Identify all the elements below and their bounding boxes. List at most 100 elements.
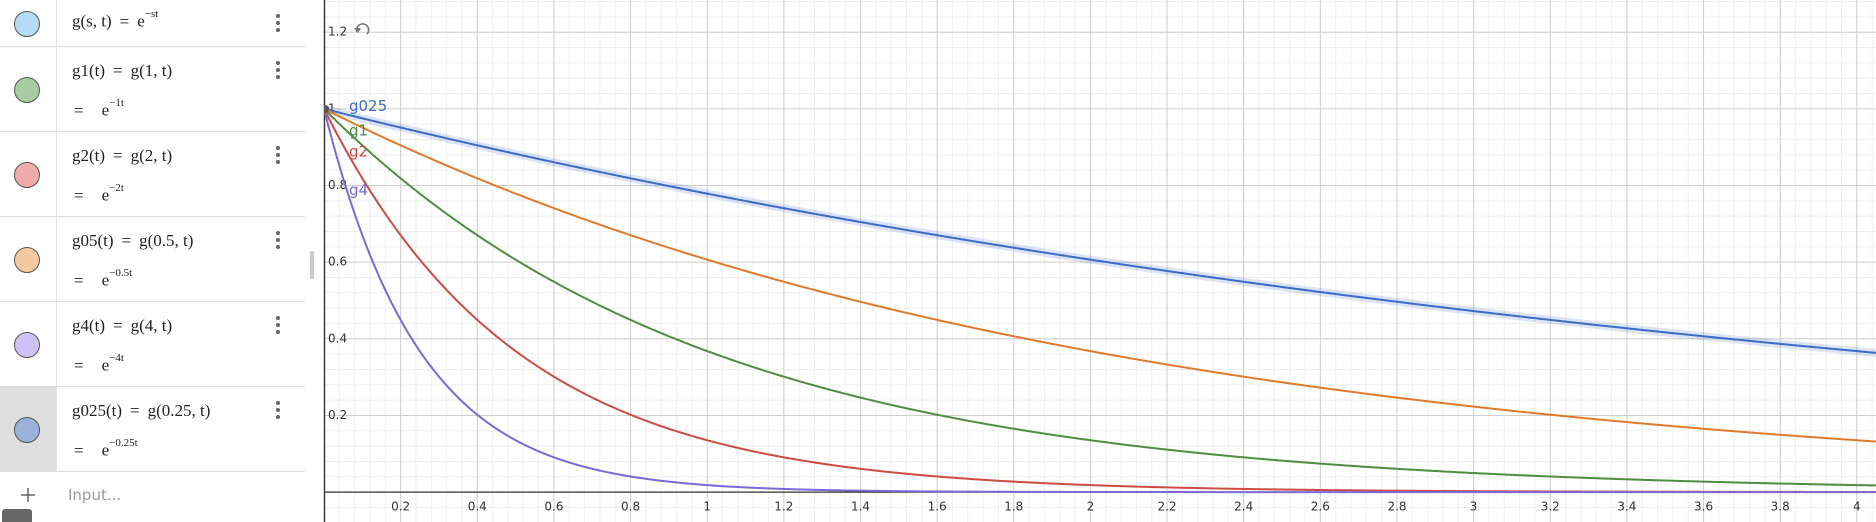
add-icon[interactable] [20, 487, 36, 507]
menu-dot [276, 415, 280, 419]
x-tick-label: 2.2 [1158, 500, 1177, 514]
result: = e−4t [72, 352, 124, 376]
toggle-column [0, 387, 57, 471]
scrollbar [310, 251, 314, 279]
exponent: −st [144, 8, 159, 20]
curve-label: g025 [349, 97, 387, 115]
menu-dot [276, 146, 280, 150]
y-tick-label: 0.4 [328, 331, 347, 345]
function-curve [324, 107, 1876, 443]
result: = e−2t [72, 182, 124, 206]
menu-dot [276, 401, 280, 405]
formula: g4(t) = g(4, t) [72, 316, 172, 336]
x-tick-label: 1.6 [928, 500, 947, 514]
formula: g025(t) = g(0.25, t) [72, 401, 210, 421]
toggle-column [0, 0, 57, 46]
function-name: g05(t) [72, 231, 114, 250]
definition: g(0.25, t) [147, 401, 211, 420]
x-tick-label: 2.4 [1234, 500, 1253, 514]
y-tick-label: 0.2 [328, 408, 347, 422]
exponent: −0.25t [109, 437, 138, 449]
x-tick-label: 1.4 [851, 500, 870, 514]
equals: = [119, 11, 130, 31]
function-curve [324, 108, 1876, 487]
exponent: −0.5t [109, 267, 133, 279]
definition: g(0.5, t) [139, 231, 194, 250]
more-menu[interactable] [276, 316, 280, 337]
x-tick-label: 3.6 [1694, 500, 1713, 514]
more-menu[interactable] [276, 231, 280, 252]
menu-dot [276, 238, 280, 242]
x-tick-label: 0.8 [621, 500, 640, 514]
menu-dot [276, 14, 280, 18]
algebra-row[interactable]: g4(t) = g(4, t) = e−4t [0, 302, 305, 387]
equals: = [74, 270, 84, 290]
result: = e−0.5t [72, 267, 133, 291]
selection-halo [324, 104, 1876, 357]
menu-dot [276, 245, 280, 249]
x-tick-label: 2.6 [1311, 500, 1330, 514]
x-tick-label: 0.4 [468, 500, 487, 514]
x-tick-label: 3.8 [1771, 500, 1790, 514]
input-bar[interactable]: Input... [0, 472, 305, 522]
x-tick-label: 1.2 [774, 500, 793, 514]
power-base: e [101, 100, 110, 120]
more-menu[interactable] [276, 61, 280, 82]
formula: g1(t) = g(1, t) [72, 61, 172, 81]
toggle-column [0, 302, 57, 386]
undo-icon[interactable] [352, 20, 374, 38]
algebra-row[interactable]: g05(t) = g(0.5, t) = e−0.5t [0, 217, 305, 302]
formula: g2(t) = g(2, t) [72, 146, 172, 166]
visibility-toggle[interactable] [14, 76, 40, 103]
equals: = [74, 440, 84, 460]
x-tick-label: 3.2 [1541, 500, 1560, 514]
keyboard-toggle[interactable] [2, 509, 32, 522]
algebra-row[interactable]: g2(t) = g(2, t) = e−2t [0, 132, 305, 217]
toggle-column [0, 132, 57, 216]
more-menu[interactable] [276, 401, 280, 422]
function-name: g025(t) [72, 401, 123, 420]
visibility-toggle[interactable] [14, 161, 40, 188]
menu-dot [276, 330, 280, 334]
power-base: e [101, 185, 110, 205]
algebra-row[interactable]: g025(t) = g(0.25, t) = e−0.25t [0, 387, 305, 472]
origin-point [324, 104, 329, 113]
exponent: −2t [109, 182, 124, 194]
exponent: −1t [109, 97, 124, 109]
power-base: e [101, 270, 110, 290]
definition: g(1, t) [130, 61, 173, 80]
y-tick-label: 0.8 [328, 178, 347, 192]
function-name: g1(t) [72, 61, 106, 80]
formula: g(s, t) = e−st [72, 8, 159, 32]
curve-label: g4 [349, 181, 368, 199]
definition: g(s, t) [72, 11, 112, 31]
menu-dot [276, 153, 280, 157]
power-base: e [101, 355, 110, 375]
algebra-row[interactable]: g1(t) = g(1, t) = e−1t [0, 47, 305, 132]
visibility-toggle[interactable] [14, 10, 40, 37]
graphics-view[interactable]: 0.2 0.4 0.6 0.8 1 1.2 1.4 1.6 1.8 2 2.2 2.4 2.6 2.8 3 3… [324, 0, 1876, 522]
x-tick-label: 2 [1087, 500, 1095, 514]
visibility-toggle[interactable] [14, 416, 40, 443]
formula: g05(t) = g(0.5, t) [72, 231, 193, 251]
result: = e−0.25t [72, 437, 138, 461]
input-placeholder[interactable]: Input... [68, 486, 122, 504]
definition: g(2, t) [130, 146, 173, 165]
visibility-toggle[interactable] [14, 331, 40, 358]
power-base: e [137, 11, 145, 31]
x-tick-label: 3 [1470, 500, 1478, 514]
equals: = [74, 100, 84, 120]
toggle-column [0, 217, 57, 301]
visibility-toggle[interactable] [14, 246, 40, 273]
menu-dot [276, 75, 280, 79]
y-tick-label: 1 [328, 101, 336, 115]
menu-dot [276, 28, 280, 32]
more-menu[interactable] [276, 146, 280, 167]
menu-dot [276, 323, 280, 327]
toggle-column [0, 47, 57, 131]
menu-dot [276, 316, 280, 320]
more-menu[interactable] [276, 14, 280, 35]
equals: = [113, 61, 123, 80]
algebra-row[interactable]: g(s, t) = e−st [0, 0, 305, 47]
curve-label: g1 [349, 122, 368, 140]
